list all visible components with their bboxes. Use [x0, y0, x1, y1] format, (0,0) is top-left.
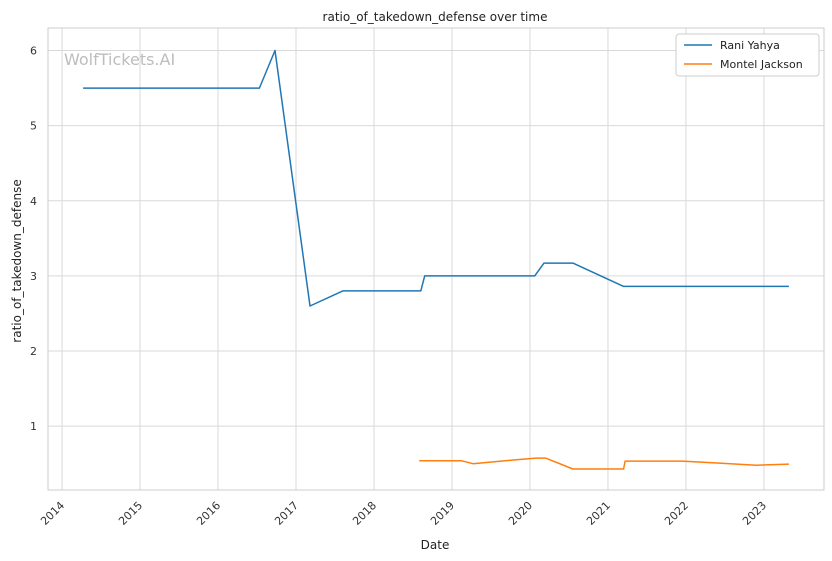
plot-area-frame	[47, 27, 825, 491]
series-lines	[83, 49, 789, 470]
y-tick-label-1: 1	[30, 420, 37, 433]
legend-label-montel-jackson: Montel Jackson	[720, 58, 803, 71]
y-tick-label-3: 3	[30, 270, 37, 283]
x-axis-ticks: 2014 2015 2016 2017 2018 2019 2020 2021 2022 2023	[38, 499, 769, 528]
legend-label-rani-yahya: Rani Yahya	[720, 39, 780, 52]
legend: Rani Yahya Montel Jackson	[675, 33, 820, 77]
y-tick-label-4: 4	[30, 195, 37, 208]
y-axis-label: ratio_of_takedown_defense	[10, 179, 24, 342]
y-tick-label-5: 5	[30, 120, 37, 133]
watermark: WolfTickets.AI	[64, 50, 175, 69]
chart-title: ratio_of_takedown_defense over time	[323, 10, 548, 24]
x-axis-label: Date	[421, 538, 450, 552]
series-line-rani-yahya	[83, 49, 789, 307]
y-tick-label-6: 6	[30, 45, 37, 58]
y-tick-label-2: 2	[30, 345, 37, 358]
y-axis-ticks: 1 2 3 4 5 6	[30, 45, 37, 434]
series-line-montel-jackson	[419, 457, 789, 470]
